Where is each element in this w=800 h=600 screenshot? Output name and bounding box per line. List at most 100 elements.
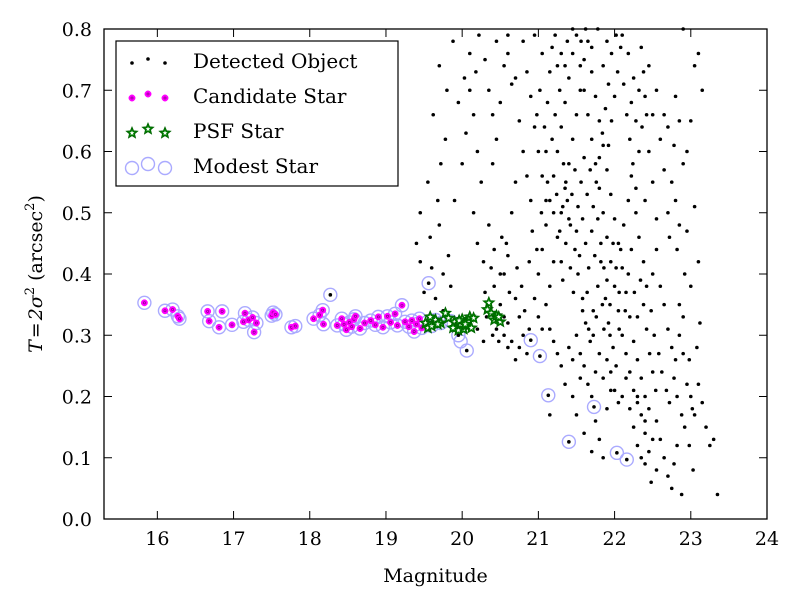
detected-object-point (586, 39, 590, 44)
detected-object-point (483, 57, 487, 62)
detected-object-point (567, 440, 571, 444)
candidate-star-point-core (344, 328, 348, 332)
detected-object-point (677, 302, 682, 307)
points-layer (137, 27, 720, 497)
candidate-star-point-core (312, 317, 315, 321)
detected-object-point (606, 143, 611, 148)
detected-object-point (620, 333, 625, 338)
detected-object-point (666, 210, 670, 215)
detected-object-point (504, 241, 509, 246)
detected-object-point (592, 405, 596, 409)
detected-object-point (698, 321, 702, 325)
detected-object-point (601, 455, 605, 460)
detected-object-point (426, 281, 431, 285)
candidate-star-point-core (376, 315, 380, 319)
x-tick-label: 20 (450, 528, 474, 550)
detected-object-point (624, 457, 629, 462)
candidate-star-point-core (171, 308, 174, 311)
detected-object-point (647, 149, 651, 154)
legend-item-modest-star: Modest Star (124, 154, 318, 178)
candidate-star-point-core (393, 312, 397, 316)
x-tick-label: 19 (374, 528, 398, 550)
candidate-star-point (342, 326, 350, 334)
legend-marker (157, 160, 173, 176)
detected-object-point (546, 393, 551, 398)
candidate-star-point-core (395, 324, 399, 327)
detected-object-point (662, 455, 666, 460)
detected-object-point (658, 137, 663, 142)
legend-label: Candidate Star (193, 84, 347, 108)
detected-object-point (557, 88, 562, 93)
y-axis-label-unit: (arcsec (25, 211, 47, 287)
detected-object-point (637, 235, 641, 240)
detected-object-point (509, 210, 514, 215)
detected-object-point (563, 63, 567, 68)
detected-object-point (637, 88, 641, 93)
y-tick-label: 0.6 (62, 142, 92, 164)
detected-object-point (605, 168, 609, 172)
detected-object-point (596, 284, 600, 289)
candidate-star-point-core (369, 319, 373, 322)
modest-star-point (609, 445, 625, 461)
detected-object-point (616, 400, 621, 405)
candidate-star-point (169, 306, 177, 313)
detected-object-point (586, 112, 590, 117)
candidate-star-point (410, 328, 418, 336)
candidate-star-point (379, 323, 387, 331)
detected-object-point (509, 82, 514, 86)
y-tick-label: 0.4 (62, 264, 92, 286)
detected-object-point (650, 180, 655, 184)
legend-marker-core (146, 92, 150, 96)
detected-object-point (626, 272, 631, 276)
x-tick-label: 21 (526, 528, 550, 550)
detected-object-point (568, 266, 573, 270)
y-tick-label: 0.7 (62, 80, 92, 102)
detected-object-point (681, 161, 685, 166)
detected-object-point (580, 217, 585, 221)
psf-star-point-center (485, 307, 490, 312)
detected-object-point (609, 51, 614, 56)
detected-object-point (690, 406, 695, 411)
detected-object-point (601, 143, 605, 148)
detected-object-point (635, 400, 640, 405)
detected-object-point (490, 161, 495, 166)
candidate-star-point (320, 320, 327, 328)
detected-object-point (679, 413, 684, 417)
detected-object-point (708, 443, 712, 448)
candidate-star-point-core (293, 324, 297, 328)
detected-object-point (555, 235, 560, 240)
detected-object-point (544, 149, 548, 154)
candidate-star-point (140, 299, 148, 307)
detected-object-point (647, 351, 652, 356)
candidate-star-point-core (407, 325, 411, 329)
detected-object-point (593, 161, 598, 166)
candidate-star-point-core (410, 319, 414, 322)
candidate-star-point-core (322, 322, 325, 326)
detected-object-point (527, 327, 532, 331)
detected-object-point (640, 125, 644, 129)
detected-object-point (650, 272, 655, 276)
detected-object-point (582, 431, 586, 436)
detected-object-point (586, 382, 590, 387)
detected-object-point (624, 290, 628, 295)
detected-object-point (629, 100, 634, 105)
detected-object-point (506, 51, 510, 56)
detected-object-point (487, 223, 491, 227)
legend-marker (128, 94, 136, 102)
detected-object-point (649, 480, 653, 485)
candidate-star-point-core (418, 317, 421, 321)
legend-item-detected-object: Detected Object (130, 49, 357, 73)
detected-object-point (521, 39, 525, 44)
y-axis-label: T=2σ2 (arcsec2) (23, 195, 47, 353)
candidate-star-point (374, 313, 382, 321)
detected-object-point (577, 253, 582, 258)
psf-star-point-center (462, 321, 468, 327)
candidate-star-point (161, 307, 169, 315)
detected-object-point (448, 284, 453, 289)
detected-object-point (626, 198, 631, 203)
detected-object-point (464, 348, 469, 353)
detected-object-point (652, 333, 657, 338)
detected-object-point (615, 70, 620, 74)
detected-object-point (637, 149, 641, 154)
detected-object-point (570, 357, 575, 362)
